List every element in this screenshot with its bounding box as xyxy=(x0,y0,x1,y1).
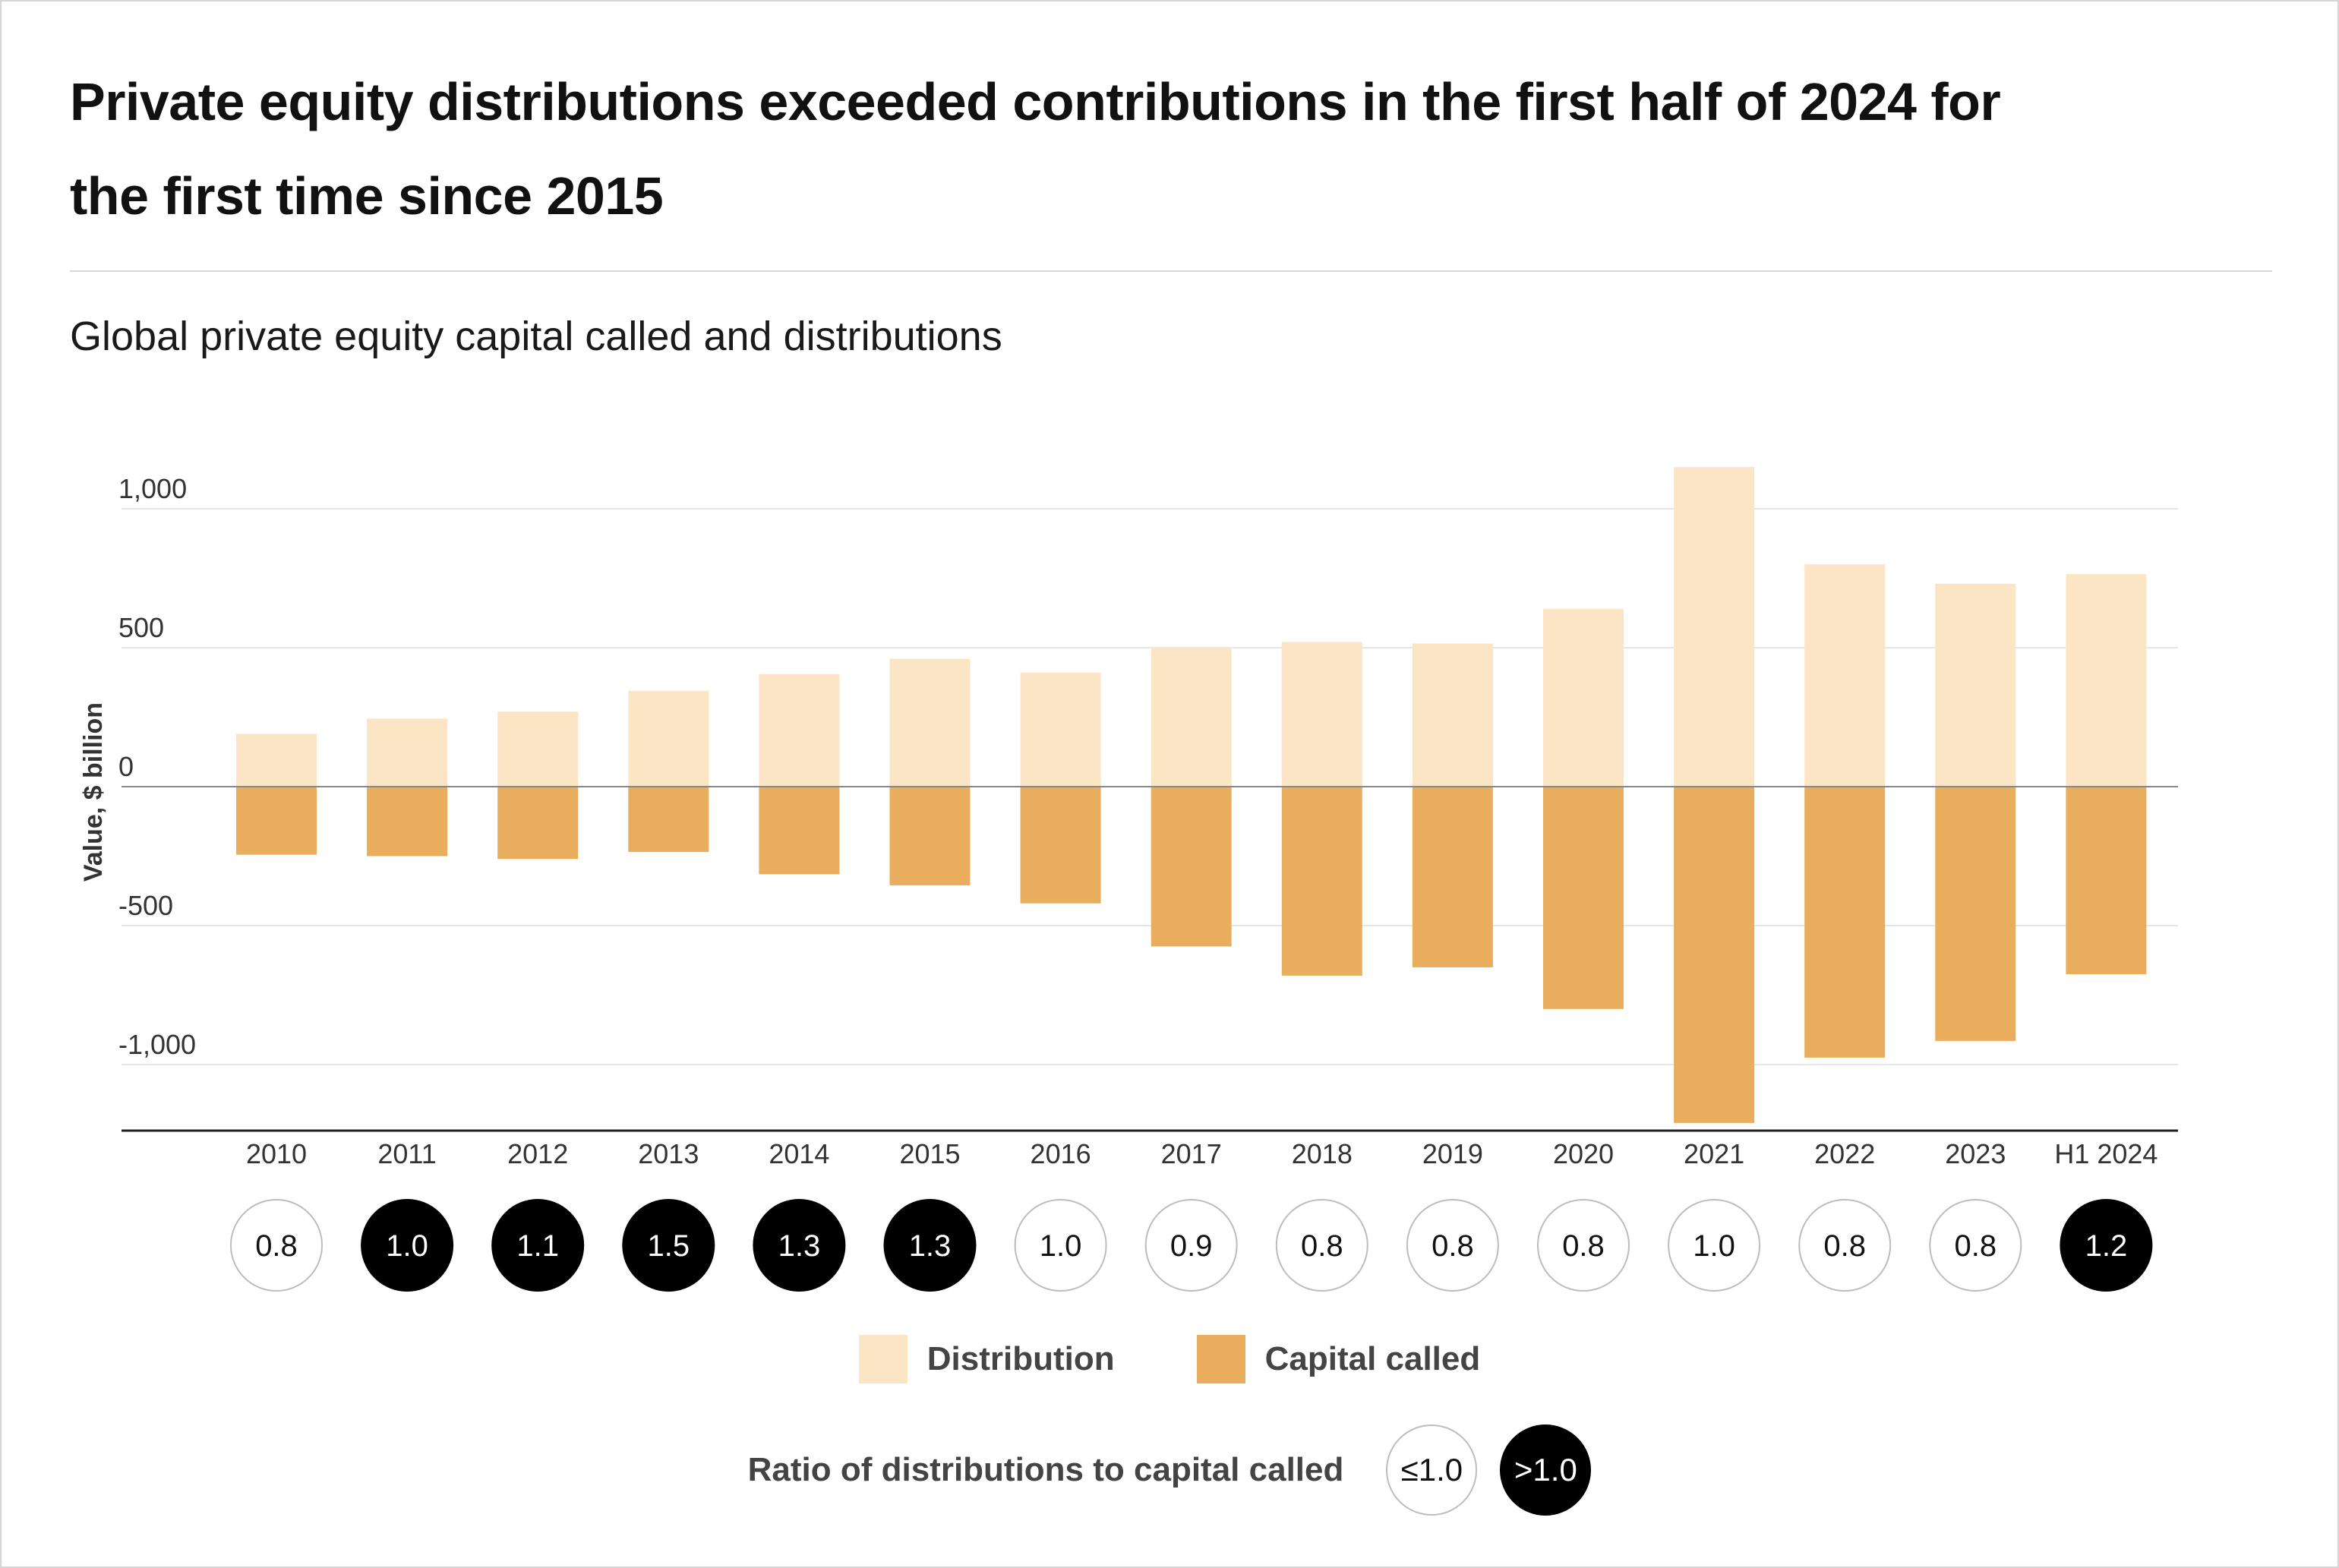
y-tick-label: 1,000 xyxy=(118,473,187,504)
x-tick-label: 2015 xyxy=(899,1138,960,1169)
x-tick-label: 2011 xyxy=(377,1138,436,1169)
capital-called-bar xyxy=(759,787,840,875)
distribution-bar xyxy=(1804,564,1886,787)
distribution-bar xyxy=(1412,643,1493,787)
ratio-legend: Ratio of distributions to capital called… xyxy=(0,1424,2339,1516)
ratio-badge xyxy=(1929,1199,2022,1292)
capital-called-bar xyxy=(889,787,971,885)
capital-called-bar xyxy=(367,787,448,857)
x-tick-label: 2017 xyxy=(1161,1138,1222,1169)
distribution-bar xyxy=(236,734,317,787)
series-legend: Distribution Capital called xyxy=(0,1335,2339,1383)
capital-called-bar xyxy=(628,787,709,853)
ratio-value: 1.3 xyxy=(909,1229,952,1263)
x-tick-label: 2020 xyxy=(1553,1138,1614,1169)
y-tick-label: -1,000 xyxy=(118,1029,196,1060)
ratio-value: 0.9 xyxy=(1170,1229,1213,1263)
distribution-bar xyxy=(367,718,448,787)
distribution-swatch xyxy=(858,1335,908,1383)
ratio-value: 0.8 xyxy=(1954,1229,1997,1263)
ratio-value: 1.0 xyxy=(1693,1229,1735,1263)
ratio-value: 1.0 xyxy=(386,1229,428,1263)
distribution-bar xyxy=(497,711,579,787)
ratio-badge xyxy=(361,1199,454,1292)
capital-called-bar xyxy=(236,787,317,855)
capital-called-bar xyxy=(1543,787,1624,1009)
ratio-badge xyxy=(491,1199,585,1292)
ratio-legend-label: Ratio of distributions to capital called xyxy=(747,1451,1344,1488)
distribution-bar xyxy=(1543,608,1624,787)
x-tick-label: 2013 xyxy=(638,1138,699,1169)
distribution-bar xyxy=(1281,642,1362,787)
ratio-value: 1.0 xyxy=(1040,1229,1082,1263)
chart-subtitle: Global private equity capital called and… xyxy=(70,314,1002,359)
ratio-high-badge: >1.0 xyxy=(1500,1424,1592,1516)
capital-called-bar xyxy=(1020,787,1101,904)
ratio-badge xyxy=(1275,1199,1368,1292)
ratio-value: 0.8 xyxy=(1823,1229,1866,1263)
y-tick-label: 500 xyxy=(118,612,164,643)
capital-called-bar xyxy=(1674,787,1755,1123)
distribution-bar xyxy=(1674,467,1755,787)
capital-called-bar xyxy=(1804,787,1886,1058)
bar-chart: 1,000 500 0 -500 -1,000 Value, $ billion 2010 0… xyxy=(79,467,2178,1292)
distribution-bar xyxy=(1020,672,1101,787)
x-tick-label: 2014 xyxy=(769,1138,829,1169)
distribution-bar xyxy=(889,658,971,787)
ratio-badge xyxy=(1537,1199,1630,1292)
ratio-value: 1.2 xyxy=(2085,1229,2128,1263)
capital-called-bar xyxy=(1281,787,1362,976)
distribution-bar xyxy=(1151,648,1232,787)
distribution-bar xyxy=(1935,583,2016,787)
capital-called-bar xyxy=(2066,787,2147,975)
ratio-value: 1.3 xyxy=(778,1229,821,1263)
capital-called-legend-label: Capital called xyxy=(1264,1340,1481,1377)
y-axis-label: Value, $ billion xyxy=(79,702,108,882)
capital-called-bar xyxy=(497,787,579,860)
ratio-badge xyxy=(2060,1199,2153,1292)
capital-called-swatch xyxy=(1196,1335,1245,1383)
ratio-badge xyxy=(1144,1199,1238,1292)
chart-title: Private equity distributions exceeded co… xyxy=(70,72,2001,226)
x-tick-label: H1 2024 xyxy=(2054,1138,2157,1169)
ratio-badge xyxy=(1668,1199,1761,1292)
ratio-badge xyxy=(1014,1199,1107,1292)
title-divider xyxy=(70,270,2272,272)
x-tick-label: 2022 xyxy=(1814,1138,1875,1169)
distribution-bar xyxy=(759,674,840,787)
ratio-value: 0.8 xyxy=(255,1229,298,1263)
ratio-value: 0.8 xyxy=(1562,1229,1605,1263)
ratio-badge xyxy=(1798,1199,1892,1292)
y-tick-label: -500 xyxy=(118,890,173,921)
ratio-badge xyxy=(230,1199,323,1292)
y-tick-label: 0 xyxy=(118,751,134,782)
x-tick-label: 2016 xyxy=(1031,1138,1091,1169)
ratio-badge xyxy=(883,1199,977,1292)
ratio-badge xyxy=(622,1199,715,1292)
distribution-bar xyxy=(2066,574,2147,787)
x-tick-label: 2018 xyxy=(1292,1138,1353,1169)
x-tick-label: 2010 xyxy=(246,1138,307,1169)
x-tick-label: 2023 xyxy=(1945,1138,2006,1169)
ratio-low-badge: ≤1.0 xyxy=(1386,1424,1478,1516)
x-tick-label: 2012 xyxy=(507,1138,568,1169)
x-tick-label: 2021 xyxy=(1684,1138,1744,1169)
capital-called-bar xyxy=(1151,787,1232,947)
ratio-value: 1.5 xyxy=(647,1229,690,1263)
ratio-value: 1.1 xyxy=(516,1229,559,1263)
ratio-badge xyxy=(753,1199,846,1292)
capital-called-bar xyxy=(1412,787,1493,967)
ratio-value: 0.8 xyxy=(1301,1229,1343,1263)
distribution-legend-label: Distribution xyxy=(926,1340,1115,1377)
ratio-value: 0.8 xyxy=(1431,1229,1474,1263)
distribution-bar xyxy=(628,690,709,787)
x-tick-label: 2019 xyxy=(1422,1138,1483,1169)
capital-called-bar xyxy=(1935,787,2016,1041)
ratio-badge xyxy=(1406,1199,1499,1292)
